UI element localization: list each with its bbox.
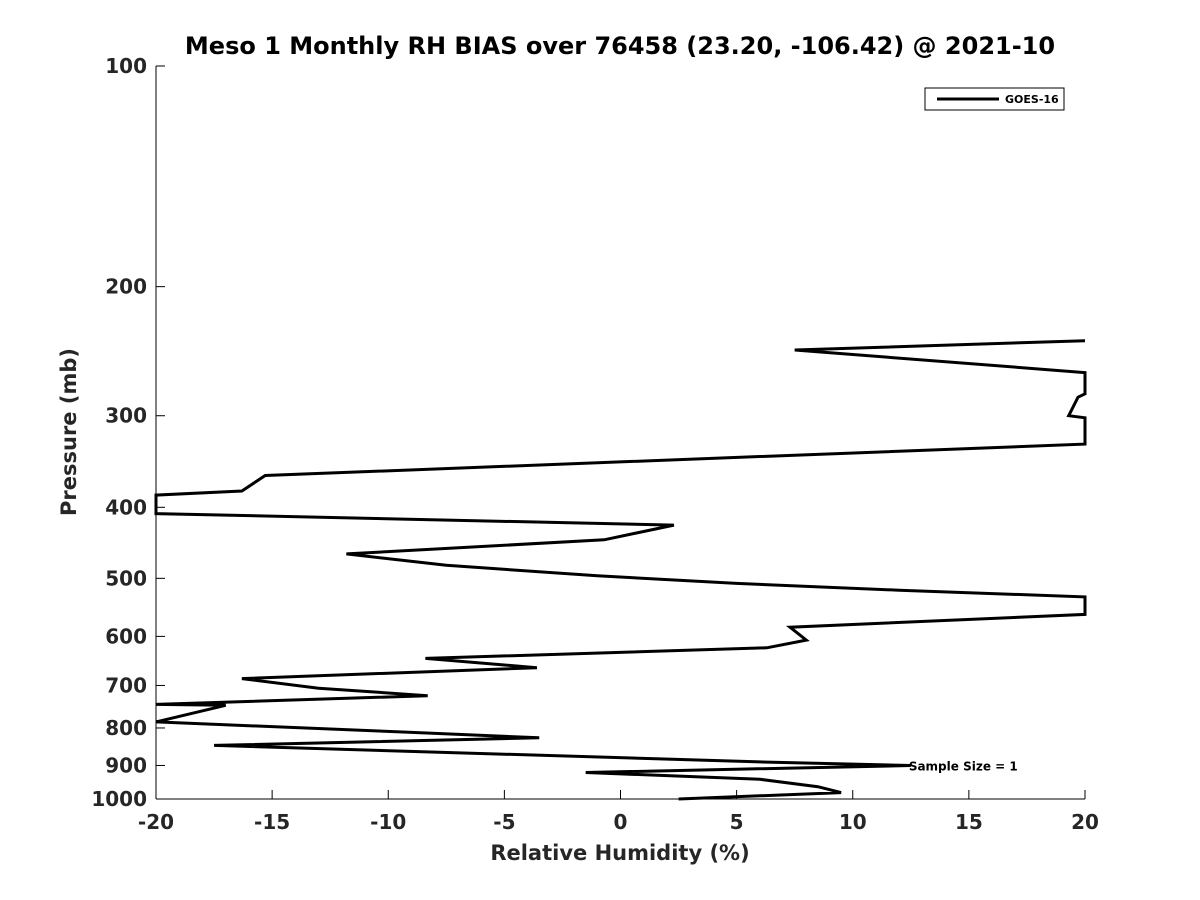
x-tick-label: 5 xyxy=(730,810,744,834)
y-tick-label: 1000 xyxy=(91,787,147,811)
series-group xyxy=(154,339,1087,801)
y-tick-label: 300 xyxy=(105,404,147,428)
x-tick-label: -20 xyxy=(138,810,174,834)
y-tick-label: 900 xyxy=(105,753,147,777)
annotations: Sample Size = 1 xyxy=(909,759,1018,773)
y-axis-ticks: 100 200 300 400 500 600 700 800 900 1000 xyxy=(91,54,165,811)
y-tick-label: 200 xyxy=(105,275,147,299)
x-axis-ticks: -20 -15 -10 -5 0 5 10 15 20 xyxy=(138,790,1099,834)
series-line-goes-16 xyxy=(154,339,1087,801)
y-tick-label: 700 xyxy=(105,673,147,697)
plot-area: -20 -15 -10 -5 0 5 10 15 20 100 200 300 400 500 600 70… xyxy=(91,54,1099,834)
y-axis-label: Pressure (mb) xyxy=(57,348,81,516)
y-tick-label: 600 xyxy=(105,624,147,648)
y-tick-label: 500 xyxy=(105,566,147,590)
chart-title: Meso 1 Monthly RH BIAS over 76458 (23.20… xyxy=(185,32,1055,60)
y-tick-label: 100 xyxy=(105,54,147,78)
x-tick-label: 15 xyxy=(955,810,983,834)
legend-label-goes-16: GOES-16 xyxy=(1005,93,1059,106)
x-axis-label: Relative Humidity (%) xyxy=(490,841,749,865)
x-tick-label: -15 xyxy=(254,810,290,834)
x-tick-label: 10 xyxy=(839,810,867,834)
sample-size-annotation: Sample Size = 1 xyxy=(909,759,1018,773)
y-tick-label: 800 xyxy=(105,716,147,740)
legend: GOES-16 xyxy=(924,87,1065,111)
x-tick-label: -10 xyxy=(370,810,406,834)
y-tick-label: 400 xyxy=(105,495,147,519)
x-tick-label: 20 xyxy=(1071,810,1099,834)
x-tick-label: 0 xyxy=(614,810,628,834)
x-tick-label: -5 xyxy=(493,810,515,834)
